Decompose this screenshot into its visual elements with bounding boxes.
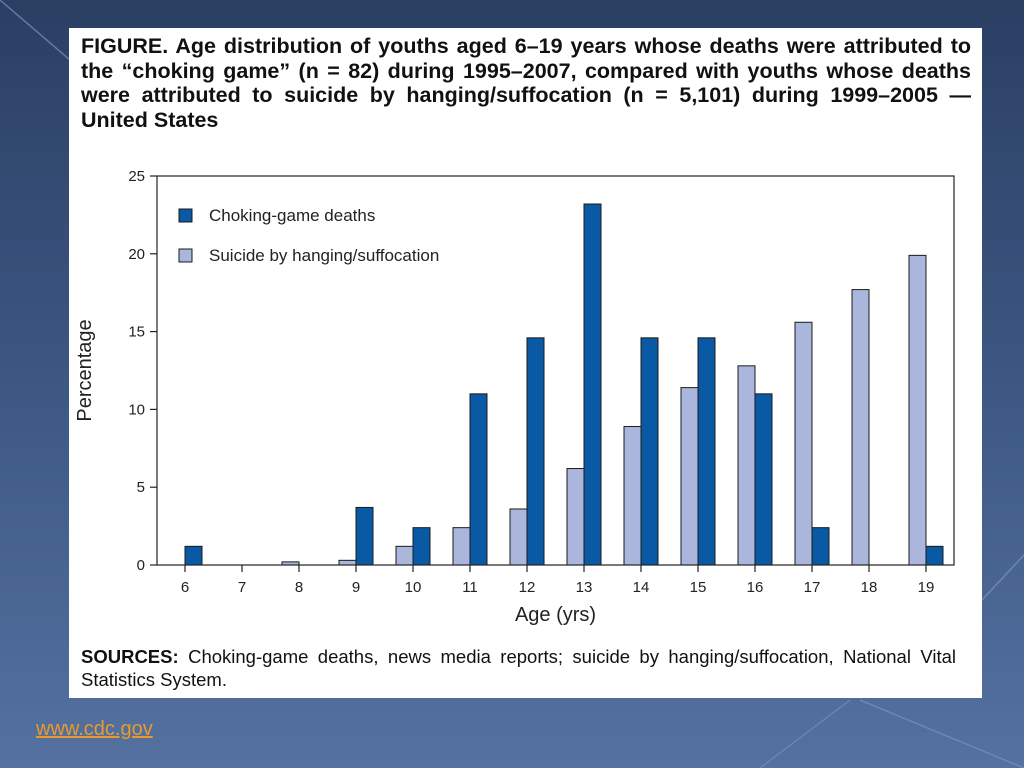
suicide-bar-age-10 (395, 545, 414, 566)
choking-bar-age-14 (640, 337, 659, 566)
choking-bar-age-12 (526, 337, 545, 566)
figure-title: FIGURE. Age distribution of youths aged … (81, 34, 971, 132)
legend-label: Choking-game deaths (209, 206, 375, 225)
suicide-bar-age-13 (566, 468, 585, 566)
y-axis: 0 5 10 15 20 25 (128, 168, 157, 574)
suicide-bar-age-14 (623, 426, 642, 566)
y-tick-label: 15 (128, 324, 145, 341)
suicide-bar-age-19 (908, 254, 927, 566)
figure-card: FIGURE. Age distribution of youths aged … (69, 28, 982, 698)
suicide-bar-age-17 (794, 321, 813, 566)
x-tick-label: 16 (747, 579, 764, 596)
sources-label: SOURCES: (81, 646, 179, 667)
suicide-bar-age-12 (509, 508, 528, 566)
x-tick-label: 17 (804, 579, 821, 596)
choking-bar-age-9 (355, 506, 374, 566)
x-tick-label: 10 (405, 579, 422, 596)
legend-swatch (178, 208, 193, 223)
legend: Choking-game deaths Suicide by hanging/su… (178, 206, 439, 265)
legend-label: Suicide by hanging/suffocation (209, 246, 439, 265)
choking-bar-age-10 (412, 527, 431, 566)
source-link[interactable]: www.cdc.gov (36, 718, 153, 740)
suicide-bar-age-9 (338, 559, 357, 566)
x-tick-label: 18 (861, 579, 878, 596)
choking-bar-age-11 (469, 393, 488, 566)
x-tick-label: 19 (918, 579, 935, 596)
bar-chart: 0 5 10 15 20 25 6 7 8 9 10 11 12 13 14 15 16 17 18 19 Chok… (74, 168, 955, 626)
y-axis-label: Percentage (74, 319, 96, 421)
y-tick-label: 10 (128, 401, 145, 418)
bars (184, 203, 944, 566)
choking-bar-age-19 (925, 545, 944, 566)
legend-swatch (178, 248, 193, 263)
y-tick-label: 5 (137, 479, 145, 496)
x-tick-label: 13 (576, 579, 593, 596)
sources-text: Choking-game deaths, news media reports;… (81, 646, 957, 690)
choking-bar-age-15 (697, 337, 716, 566)
x-axis-label: Age (yrs) (515, 604, 596, 626)
suicide-bar-age-11 (452, 527, 471, 566)
suicide-bar-age-15 (680, 387, 699, 566)
x-tick-label: 15 (690, 579, 707, 596)
x-tick-label: 8 (295, 579, 303, 596)
x-axis: 6 7 8 9 10 11 12 13 14 15 16 17 18 19 (181, 565, 935, 596)
sources-note: SOURCES: Choking-game deaths, news media… (81, 646, 956, 691)
y-tick-label: 0 (137, 557, 145, 574)
choking-bar-age-17 (811, 527, 830, 566)
choking-bar-age-13 (583, 203, 602, 566)
y-tick-label: 25 (128, 168, 145, 185)
x-tick-label: 14 (633, 579, 650, 596)
x-tick-label: 6 (181, 579, 189, 596)
x-tick-label: 12 (519, 579, 536, 596)
y-tick-label: 20 (128, 246, 145, 263)
x-tick-label: 11 (462, 579, 478, 596)
suicide-bar-age-18 (851, 289, 870, 566)
choking-bar-age-16 (754, 393, 773, 566)
plot-frame (156, 175, 955, 566)
x-tick-label: 7 (238, 579, 246, 596)
suicide-bar-age-16 (737, 365, 756, 566)
x-tick-label: 9 (352, 579, 360, 596)
choking-bar-age-6 (184, 545, 203, 566)
